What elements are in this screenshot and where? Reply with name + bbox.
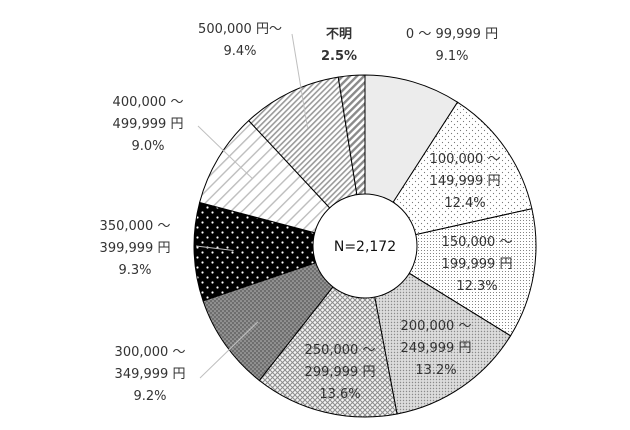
- leader-line-6: [195, 245, 234, 251]
- pie-slice-6: [193, 201, 367, 302]
- slice-label-4: 250,000 ～ 299,999 円 13.6%: [305, 343, 376, 402]
- pie-slice-5: [202, 244, 367, 382]
- donut-hole: [312, 193, 418, 299]
- slice-label-8: 500,000 円～ 9.4%: [198, 22, 282, 59]
- leader-line-7: [197, 125, 253, 179]
- slice-label-2: 150,000 ～ 199,999 円 12.3%: [442, 235, 513, 294]
- label-group: 0 ～ 99,999 円 9.1% 100,000 ～ 149,999 円 12.4% 1…: [100, 22, 513, 404]
- slice-label-7: 400,000 ～ 499,999 円 9.0%: [113, 95, 184, 154]
- slice-label-1: 100,000 ～ 149,999 円 12.4%: [430, 152, 501, 211]
- leader-line-5: [199, 321, 259, 379]
- pie-slice-3: [364, 244, 512, 415]
- slice-label-5: 300,000 ～ 349,999 円 9.2%: [115, 345, 186, 404]
- center-label: N=2,172: [334, 239, 396, 255]
- slice-label-9: 不明 2.5%: [321, 27, 357, 64]
- pie-slice-1: [363, 101, 533, 247]
- slice-label-6: 350,000 ～ 399,999 円 9.3%: [100, 219, 171, 278]
- slice-label-3: 200,000 ～ 249,999 円 13.2%: [401, 319, 472, 378]
- leader-line-group: [195, 33, 308, 379]
- slice-label-0: 0 ～ 99,999 円 9.1%: [406, 27, 498, 64]
- leader-line-8: [291, 33, 308, 128]
